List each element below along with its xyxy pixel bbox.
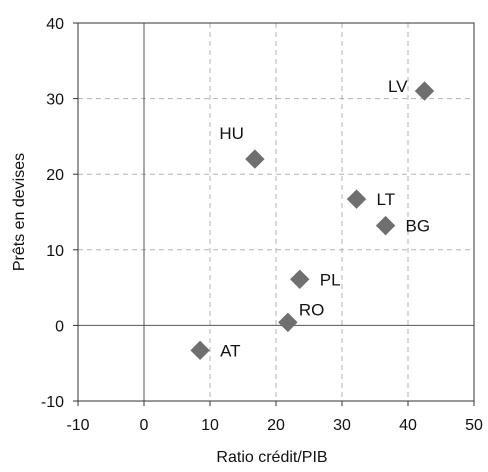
x-tick-label: 30: [333, 417, 351, 434]
point-label-at: AT: [220, 341, 240, 360]
x-tick-label: 20: [267, 417, 285, 434]
x-tick-label: 40: [399, 417, 417, 434]
y-tick-label: 10: [46, 243, 64, 260]
x-axis-label: Ratio crédit/PIB: [216, 449, 327, 466]
data-point-hu: [245, 149, 265, 169]
point-label-lt: LT: [377, 190, 396, 209]
point-label-ro: RO: [299, 300, 325, 319]
y-tick-label: -10: [41, 394, 64, 411]
point-label-hu: HU: [219, 124, 244, 143]
grid: [78, 23, 474, 401]
data-point-at: [190, 340, 210, 361]
y-tick-label: 30: [46, 92, 64, 109]
axes: [73, 22, 475, 406]
y-tick-label: 40: [46, 16, 64, 33]
data-points: [190, 81, 435, 361]
y-axis-label: Prêts en devises: [11, 153, 28, 271]
point-label-lv: LV: [388, 77, 408, 96]
tick-labels: -10 0 10 20 30 40 50 -10 0 10 20 30 40: [41, 16, 483, 434]
x-tick-label: -10: [66, 417, 89, 434]
data-point-pl: [290, 269, 310, 289]
x-tick-label: 0: [140, 417, 149, 434]
y-tick-label: 20: [46, 167, 64, 184]
point-labels: LV HU LT BG PL RO AT: [219, 77, 430, 360]
data-point-lt: [346, 189, 367, 209]
point-label-bg: BG: [406, 217, 431, 236]
y-tick-label: 0: [55, 318, 64, 335]
data-point-bg: [375, 215, 396, 236]
x-tick-label: 50: [465, 417, 483, 434]
data-point-ro: [278, 312, 298, 333]
data-point-lv: [414, 81, 435, 101]
x-tick-label: 10: [201, 417, 219, 434]
point-label-pl: PL: [320, 270, 341, 289]
